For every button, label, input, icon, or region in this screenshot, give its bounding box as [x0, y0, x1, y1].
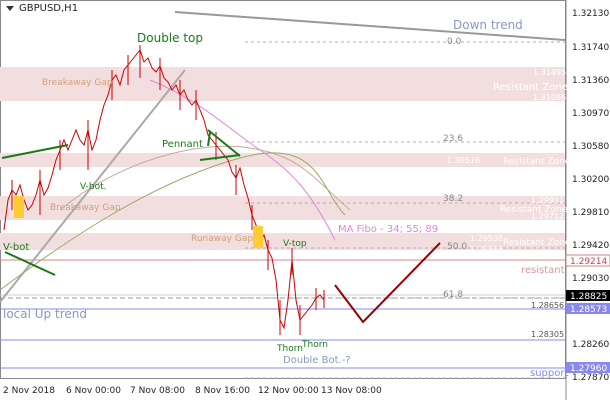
- price-tick: 1.30970: [572, 109, 609, 119]
- tag-support: 1.27960: [570, 364, 607, 374]
- fibo-label-0: 0.0: [447, 37, 462, 47]
- breakaway-gap-label-1: Breakaway Gap: [42, 78, 113, 88]
- price-tick: 1.29810: [572, 208, 609, 218]
- time-label: 13 Nov 08:00: [321, 386, 382, 396]
- resistant-zone-3: [0, 196, 565, 220]
- tag-local-up: 1.28573: [570, 305, 607, 315]
- price-tick: 1.31740: [572, 43, 609, 53]
- zone-values: 1.31495 1.31096 1.30516 1.29931 1.29712 …: [447, 68, 566, 254]
- time-label: 6 Nov 00:00: [66, 386, 121, 396]
- price-tick: 1.29030: [572, 274, 609, 284]
- thorn-label-2: Thorn: [301, 340, 328, 350]
- v-bot-neck-line: [4, 251, 56, 276]
- runaway-gap-box[interactable]: [253, 226, 263, 248]
- tag-local-up-bg: [566, 303, 610, 314]
- annotations: Down trend Double top Breakaway Gap Brea…: [3, 18, 571, 379]
- zone-value: 1.29538: [470, 234, 503, 243]
- symbol-title: GBPUSD,H1: [19, 2, 79, 14]
- zone-value: 1.31495: [533, 68, 566, 77]
- time-label: 7 Nov 08:00: [130, 386, 185, 396]
- local-up-trend-label: local Up trend: [3, 307, 87, 321]
- fibo-values: 1.28656 1.28305: [531, 301, 564, 339]
- price-tick: 1.28260: [572, 340, 609, 350]
- breakaway-gap-box[interactable]: [14, 196, 24, 218]
- resistant-zone-4: [0, 233, 565, 250]
- price-tick: 1.27870: [572, 373, 609, 383]
- fibo-value: 1.28305: [531, 330, 564, 339]
- price-path: [3, 48, 325, 330]
- chevron-down-icon[interactable]: [6, 5, 14, 11]
- forecast-path[interactable]: [334, 242, 441, 324]
- green-patterns[interactable]: [1, 129, 241, 276]
- fibo-value: 1.28656: [531, 301, 564, 310]
- price-tick: 1.29420: [572, 241, 609, 251]
- resistant-zone-2: [0, 153, 565, 167]
- double-bot-label: Double Bot.-?: [283, 355, 351, 366]
- v-bot-left-line: [1, 144, 69, 159]
- v-bot-label-1: V-bot.: [80, 182, 107, 192]
- fibo-labels: 0.0 23.6 38.2 50.0 61.8: [443, 37, 467, 300]
- candles: [3, 48, 325, 330]
- plot-area[interactable]: [0, 0, 566, 379]
- ma89-line: [0, 152, 346, 291]
- resistant-zones: [0, 67, 565, 250]
- price-tick: 1.31360: [572, 76, 609, 86]
- down-trend-label: Down trend: [453, 18, 523, 32]
- down-trend-line[interactable]: [174, 11, 566, 41]
- fibo-label-382: 38.2: [443, 194, 463, 204]
- price-axis: 1.32130 1.31740 1.31360 1.30970 1.30580 …: [565, 0, 609, 400]
- tag-support-bg: [566, 362, 610, 373]
- zone-value: 1.31096: [533, 93, 566, 102]
- time-label: 8 Nov 16:00: [195, 386, 250, 396]
- fibo-levels: [245, 41, 565, 379]
- pennant-base: [207, 131, 211, 147]
- resistant-zone-label-3: Resistant Zone: [500, 205, 568, 215]
- zone-value: 1.29931: [531, 196, 564, 205]
- ma55-line: [59, 145, 351, 211]
- resistant-label: resistant: [521, 265, 565, 276]
- tag-current-bg: [566, 290, 610, 301]
- price-tags: 1.29214 1.28825 1.28573 1.27960: [565, 254, 610, 374]
- fibo-label-50: 50.0: [447, 242, 467, 252]
- v-top-label: V-top: [283, 239, 307, 249]
- pennant-upper: [207, 129, 241, 157]
- tag-current: 1.28825: [570, 292, 607, 302]
- resistant-zone-label-2: Resistant Zone: [503, 157, 571, 167]
- zone-value: 1.29366: [470, 245, 503, 254]
- thorn-label-1: Thorn: [276, 344, 303, 354]
- support-label: support: [530, 368, 568, 379]
- pennant-label: Pennant: [162, 139, 203, 150]
- zone-value: 1.30516: [447, 156, 480, 165]
- resistant-zone-1: [0, 67, 565, 101]
- time-axis: 2 Nov 2018 6 Nov 00:00 7 Nov 08:00 8 Nov…: [3, 386, 382, 396]
- ma-fibo-label: MA Fibo - 34; 55; 89: [338, 224, 438, 235]
- tag-resistant-bg: [565, 254, 610, 267]
- pennant-lower: [199, 154, 241, 161]
- time-label: 2 Nov 2018: [3, 386, 55, 396]
- fibo-label-236: 23.6: [443, 134, 463, 144]
- price-tick: 1.30200: [572, 175, 609, 185]
- resistant-zone-label-1: Resistant Zone: [493, 82, 568, 93]
- price-tick: 1.32130: [572, 9, 609, 19]
- chart-title-bar[interactable]: GBPUSD,H1: [0, 0, 78, 16]
- double-top-label: Double top: [137, 31, 203, 45]
- runaway-gap-label: Runaway Gap: [191, 234, 253, 244]
- candle-wicks: [11, 45, 325, 335]
- zone-value: 1.29712: [531, 212, 564, 221]
- time-label: 12 Nov 00:00: [258, 386, 319, 396]
- tag-resistant: 1.29214: [570, 257, 607, 267]
- resistant-zone-label-4: Resistant Zone: [503, 238, 571, 248]
- v-bot-label-2: V-bot: [3, 242, 29, 253]
- price-tick: 1.30580: [572, 142, 609, 152]
- breakaway-gap-label-2: Breakaway Gap: [50, 203, 121, 213]
- fibo-label-618: 61.8: [443, 290, 463, 300]
